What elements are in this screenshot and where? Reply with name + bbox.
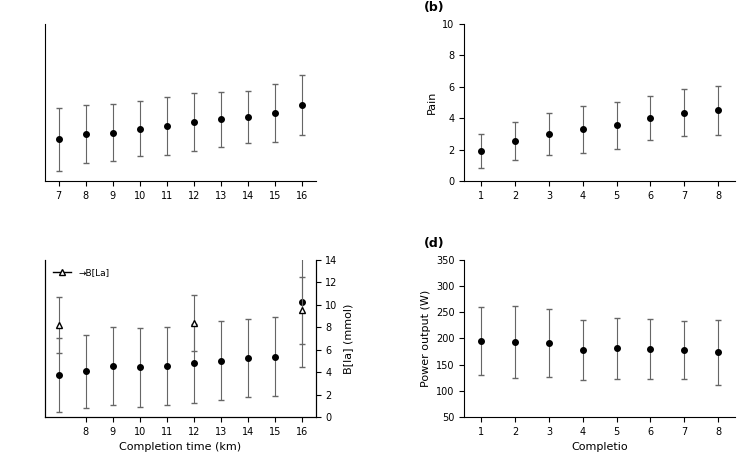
Y-axis label: B[la] (mmol): B[la] (mmol) xyxy=(344,303,353,374)
Legend: →B[La]: →B[La] xyxy=(50,264,113,281)
X-axis label: Completion time (km): Completion time (km) xyxy=(119,442,242,452)
Text: (b): (b) xyxy=(424,1,445,14)
X-axis label: Completio: Completio xyxy=(572,442,628,452)
Y-axis label: Power output (W): Power output (W) xyxy=(421,290,430,387)
Y-axis label: Pain: Pain xyxy=(427,91,437,114)
Text: (d): (d) xyxy=(424,237,445,250)
